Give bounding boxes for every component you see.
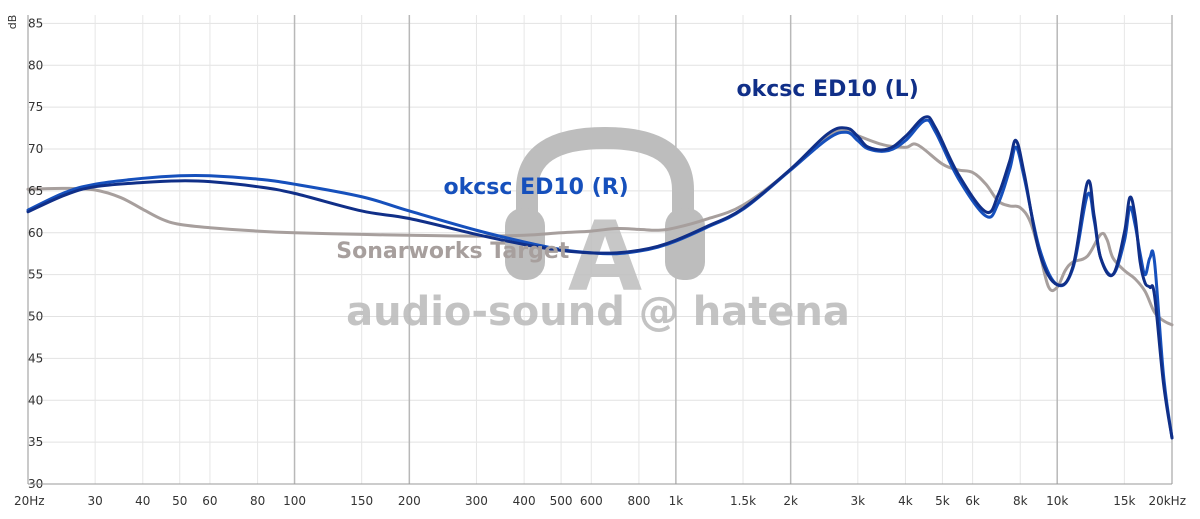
y-tick-label: 75	[28, 100, 43, 114]
x-tick-label: 4k	[898, 494, 913, 508]
watermark-logo-letter: A	[568, 201, 642, 313]
y-tick-label: 65	[28, 184, 43, 198]
x-tick-label: 20kHz	[1148, 494, 1186, 508]
series-labels: Sonarworks Target okcsc ED10 (R) okcsc ED1…	[336, 77, 919, 264]
x-tick-label: 80	[250, 494, 265, 508]
x-tick-label: 1.5k	[730, 494, 756, 508]
x-tick-label: 800	[627, 494, 650, 508]
label-sonarworks-target: Sonarworks Target	[336, 239, 570, 264]
y-tick-label: 45	[28, 351, 43, 365]
x-tick-label: 5k	[935, 494, 950, 508]
y-tick-label: 80	[28, 58, 43, 72]
x-tick-label: 300	[465, 494, 488, 508]
series-line-sonarworks-target	[26, 129, 1174, 327]
y-tick-label: 85	[28, 16, 43, 30]
watermark: A audio-sound @ hatena	[346, 126, 850, 335]
x-tick-label: 30	[88, 494, 103, 508]
x-tick-label: 200	[398, 494, 421, 508]
x-tick-label: 500	[550, 494, 573, 508]
x-tick-label: 20Hz	[14, 494, 45, 508]
x-tick-label: 15k	[1113, 494, 1135, 508]
x-tick-label: 400	[513, 494, 536, 508]
x-tick-label: 600	[580, 494, 603, 508]
x-tick-label: 150	[350, 494, 373, 508]
x-tick-label: 3k	[851, 494, 866, 508]
series-layer	[26, 115, 1174, 440]
y-tick-label: 40	[28, 393, 43, 407]
series-line-okcsc-ed10-r	[26, 118, 1174, 440]
grid	[27, 15, 1173, 485]
series-line-okcsc-ed10-l	[26, 115, 1174, 440]
watermark-text: audio-sound @ hatena	[346, 289, 850, 335]
y-tick-label: 35	[28, 435, 43, 449]
x-tick-label: 1k	[669, 494, 684, 508]
label-okcsc-ed10-r: okcsc ED10 (R)	[444, 175, 629, 200]
x-tick-label: 10k	[1046, 494, 1068, 508]
label-okcsc-ed10-l: okcsc ED10 (L)	[736, 77, 918, 102]
x-tick-label: 6k	[965, 494, 980, 508]
x-tick-label: 50	[172, 494, 187, 508]
x-tick-label: 2k	[783, 494, 798, 508]
x-tick-label: 60	[202, 494, 217, 508]
y-tick-label: 60	[28, 226, 43, 240]
y-axis-label: dB	[6, 15, 19, 30]
x-tick-label: 8k	[1013, 494, 1028, 508]
y-tick-label: 70	[28, 142, 43, 156]
x-tick-label: 100	[283, 494, 306, 508]
y-tick-label: 50	[28, 310, 43, 324]
x-tick-label: 40	[135, 494, 150, 508]
y-tick-label: 55	[28, 268, 43, 282]
